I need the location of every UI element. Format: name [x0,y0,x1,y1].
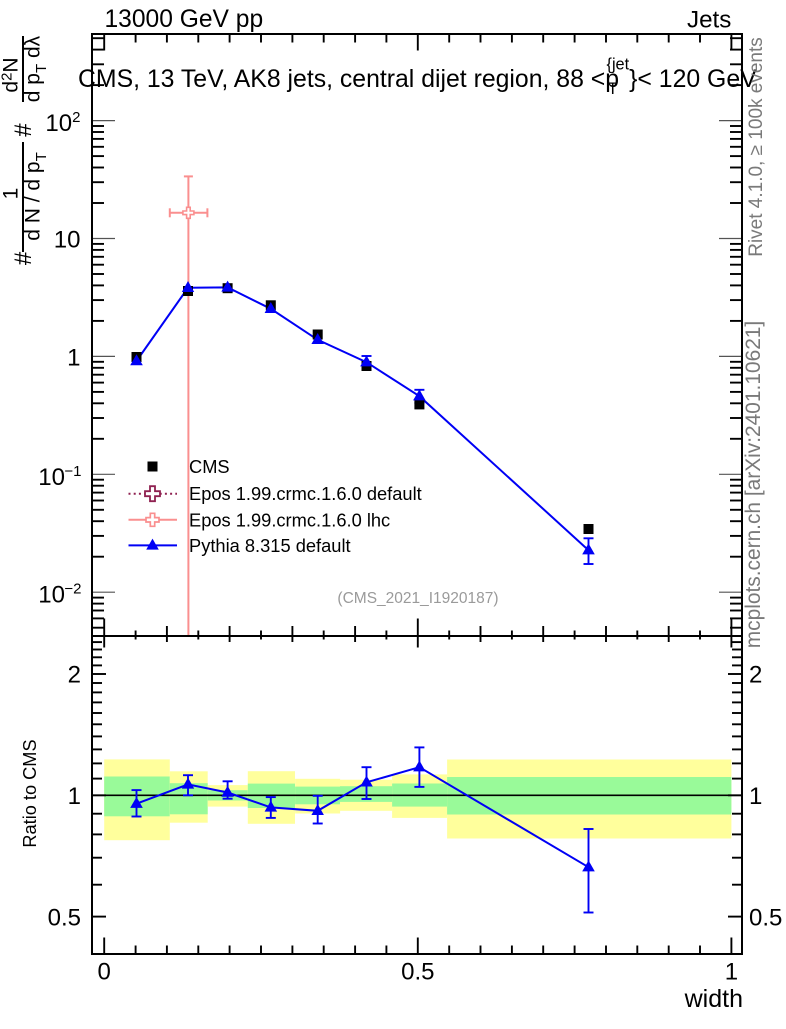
svg-text:Epos 1.99.crmc.1.6.0 lhc: Epos 1.99.crmc.1.6.0 lhc [189,509,390,530]
svg-text:0: 0 [98,959,111,986]
svg-text:Rivet 4.1.0, ≥ 100k events: Rivet 4.1.0, ≥ 100k events [746,37,767,257]
svg-text:13000 GeV pp: 13000 GeV pp [105,6,264,33]
svg-text:#: # [10,251,37,265]
svg-text:−2: −2 [64,581,81,598]
svg-text:Ratio to CMS: Ratio to CMS [20,739,40,847]
svg-text:1: 1 [68,783,81,810]
svg-text:2: 2 [68,662,81,689]
svg-text:width: width [684,985,743,1013]
svg-text:1: 1 [749,783,762,810]
svg-text:10: 10 [38,582,65,609]
svg-text:mcplots.cern.ch [arXiv:2401.10: mcplots.cern.ch [arXiv:2401.10621] [742,321,765,648]
svg-text:10: 10 [45,110,72,137]
svg-text:1: 1 [0,188,23,200]
svg-text:d2N: d2N [0,57,23,92]
svg-text:0.5: 0.5 [749,904,782,931]
svg-text:Jets: Jets [687,7,731,34]
svg-text:1: 1 [67,344,80,371]
svg-text:(CMS_2021_I1920187): (CMS_2021_I1920187) [337,590,498,607]
svg-text:0.5: 0.5 [401,959,434,986]
svg-text:2: 2 [749,662,762,689]
svg-text:CMS: CMS [189,456,230,477]
svg-text:0.5: 0.5 [48,904,81,931]
svg-text:Epos 1.99.crmc.1.6.0 default: Epos 1.99.crmc.1.6.0 default [189,483,422,504]
svg-text:10: 10 [54,227,81,254]
svg-text:−1: −1 [64,463,81,480]
svg-text:Pythia 8.315 default: Pythia 8.315 default [189,535,351,556]
svg-text:#: # [10,123,37,137]
svg-text:2: 2 [72,109,80,126]
svg-text:1: 1 [725,959,738,986]
svg-text:10: 10 [38,464,65,491]
